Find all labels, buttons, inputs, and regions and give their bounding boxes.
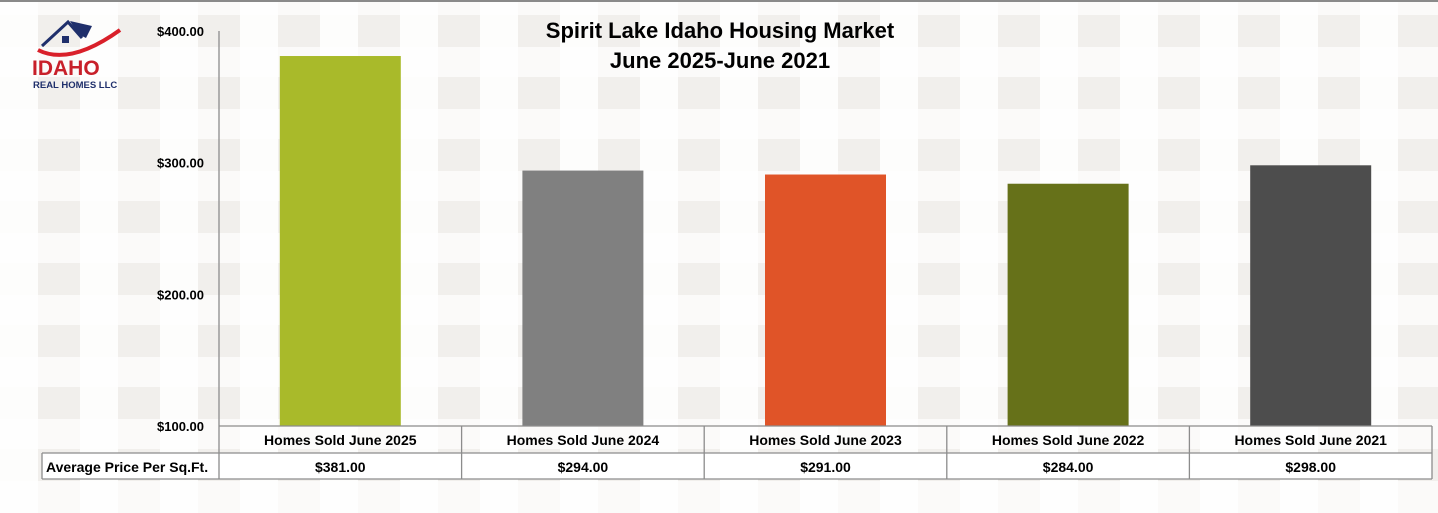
category-label: Homes Sold June 2022 bbox=[992, 432, 1145, 448]
bar-1 bbox=[279, 56, 401, 427]
category-label: Homes Sold June 2024 bbox=[507, 432, 660, 448]
data-table-value: $294.00 bbox=[558, 459, 609, 475]
category-label: Homes Sold June 2023 bbox=[749, 432, 902, 448]
data-table-series-label: Average Price Per Sq.Ft. bbox=[46, 459, 208, 475]
table-background bbox=[42, 453, 1432, 479]
data-table-value: $291.00 bbox=[800, 459, 851, 475]
chart-title: Spirit Lake Idaho Housing Market June 20… bbox=[420, 16, 1020, 76]
data-table-value: $381.00 bbox=[315, 459, 366, 475]
bar-4 bbox=[1007, 183, 1129, 426]
y-tick-label: $100.00 bbox=[157, 419, 204, 434]
chart-title-line-2: June 2025-June 2021 bbox=[609, 48, 831, 73]
bar-2 bbox=[522, 170, 644, 426]
bar-5 bbox=[1250, 165, 1372, 427]
y-tick-label: $300.00 bbox=[157, 156, 204, 171]
company-logo: IDAHO REAL HOMES LLC bbox=[32, 19, 122, 91]
svg-text:IDAHO: IDAHO bbox=[32, 57, 100, 80]
svg-text:REAL HOMES LLC: REAL HOMES LLC bbox=[33, 80, 117, 91]
category-label: Homes Sold June 2025 bbox=[264, 432, 417, 448]
bar-3 bbox=[765, 174, 886, 426]
data-table-value: $284.00 bbox=[1043, 459, 1094, 475]
category-label: Homes Sold June 2021 bbox=[1234, 432, 1387, 448]
chart-title-line-1: Spirit Lake Idaho Housing Market bbox=[545, 18, 895, 43]
y-tick-label: $400.00 bbox=[157, 24, 204, 39]
data-table-value: $298.00 bbox=[1285, 459, 1336, 475]
y-tick-label: $200.00 bbox=[157, 287, 204, 302]
